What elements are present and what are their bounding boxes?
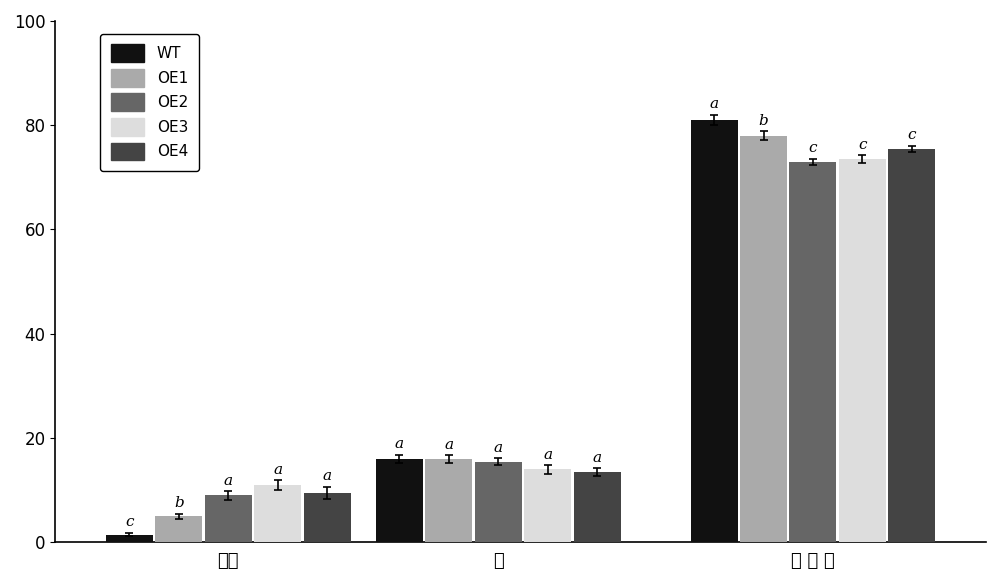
- Text: a: a: [323, 469, 332, 483]
- Legend: WT, OE1, OE2, OE3, OE4: WT, OE1, OE2, OE3, OE4: [100, 34, 199, 171]
- Bar: [789, 162, 836, 543]
- Bar: [376, 459, 423, 543]
- Text: c: c: [908, 128, 916, 142]
- Bar: [106, 534, 153, 543]
- Text: a: a: [395, 437, 404, 451]
- Text: c: c: [858, 138, 867, 152]
- Text: a: a: [494, 441, 503, 455]
- Bar: [524, 470, 571, 543]
- Bar: [254, 485, 301, 543]
- Bar: [425, 459, 472, 543]
- Bar: [574, 472, 621, 543]
- Text: a: a: [709, 97, 719, 111]
- Bar: [475, 461, 522, 543]
- Bar: [155, 516, 202, 543]
- Text: c: c: [809, 141, 817, 155]
- Text: a: a: [543, 447, 552, 461]
- Text: a: a: [224, 474, 233, 488]
- Bar: [304, 493, 351, 543]
- Bar: [888, 149, 935, 543]
- Text: b: b: [759, 114, 768, 128]
- Text: a: a: [444, 437, 453, 451]
- Text: a: a: [273, 463, 282, 477]
- Bar: [691, 120, 738, 543]
- Text: c: c: [125, 515, 134, 529]
- Bar: [740, 135, 787, 543]
- Text: b: b: [174, 496, 184, 510]
- Bar: [205, 495, 252, 543]
- Bar: [839, 159, 886, 543]
- Text: a: a: [593, 451, 602, 465]
